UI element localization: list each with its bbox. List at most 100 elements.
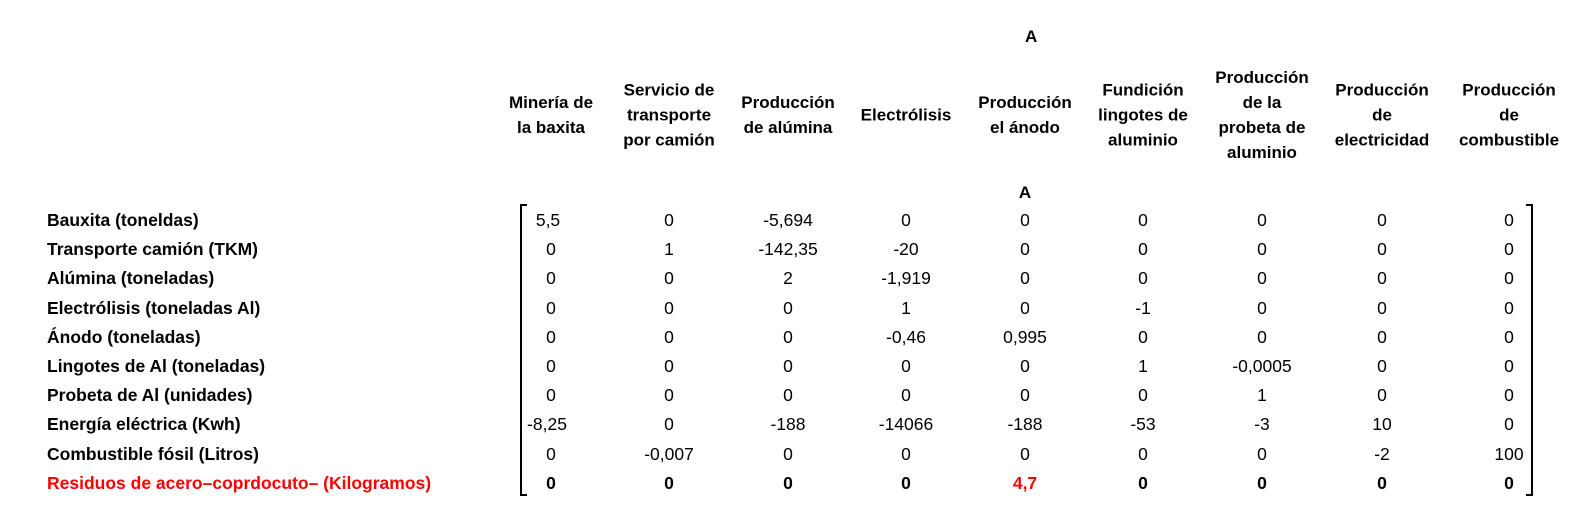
row-label: Residuos de acero–coprdocuto– (Kilogramo… bbox=[47, 472, 432, 493]
matrix-cell: 0 bbox=[1377, 297, 1387, 318]
column-header: Electrólisis bbox=[860, 105, 952, 125]
matrix-cell: -5,694 bbox=[763, 210, 813, 230]
matrix-cell: 0 bbox=[1257, 297, 1267, 318]
matrix-cell: 1 bbox=[664, 239, 674, 260]
matrix-cell: 0 bbox=[1257, 239, 1267, 260]
matrix-cell: 0 bbox=[1257, 443, 1267, 464]
matrix-subtitle: A bbox=[1018, 183, 1032, 202]
matrix-cell: 0 bbox=[546, 297, 556, 318]
matrix-cell: -8,25 bbox=[527, 414, 567, 435]
matrix-cell: 0 bbox=[1020, 385, 1030, 406]
matrix-cell: 0 bbox=[1377, 268, 1387, 289]
matrix-cell: 0 bbox=[1020, 443, 1030, 464]
matrix-cell: 0 bbox=[1020, 210, 1030, 230]
matrix-cell: 0 bbox=[901, 385, 911, 406]
matrix-cell: 0 bbox=[1138, 268, 1148, 289]
matrix-cell: 0 bbox=[1504, 472, 1514, 493]
row-label: Probeta de Al (unidades) bbox=[47, 385, 253, 406]
matrix-cell: 0 bbox=[1504, 385, 1514, 406]
column-header: Minería de la baxita bbox=[508, 93, 594, 137]
matrix-cell: 0 bbox=[1020, 268, 1030, 289]
matrix-cell: 0 bbox=[664, 356, 674, 376]
matrix-cell: -20 bbox=[893, 239, 919, 260]
matrix-cell: 0 bbox=[1020, 239, 1030, 260]
matrix-cell: 0 bbox=[664, 414, 674, 435]
matrix-cell: 0 bbox=[546, 385, 556, 406]
matrix-cell: 0 bbox=[1138, 326, 1148, 347]
matrix-cell: 0 bbox=[664, 385, 674, 406]
row-label: Lingotes de Al (toneladas) bbox=[47, 356, 266, 376]
column-header: Producción de la probeta de aluminio bbox=[1215, 68, 1309, 162]
matrix-right-bracket bbox=[1526, 204, 1533, 496]
matrix-cell: -2 bbox=[1374, 443, 1390, 464]
matrix-cell: 0 bbox=[1504, 297, 1514, 318]
matrix-cell: 0 bbox=[1377, 210, 1387, 230]
matrix-cell: 0 bbox=[1377, 239, 1387, 260]
matrix-cell: 0 bbox=[1377, 326, 1387, 347]
row-label: Alúmina (toneladas) bbox=[47, 268, 215, 289]
matrix-cell: 0 bbox=[1138, 472, 1148, 493]
matrix-cell: 0 bbox=[1504, 239, 1514, 260]
matrix-cell: 0 bbox=[664, 326, 674, 347]
matrix-cell: 1 bbox=[901, 297, 911, 318]
matrix-cell: 10 bbox=[1372, 414, 1392, 435]
matrix-cell: 0 bbox=[546, 268, 556, 289]
matrix-cell: 0 bbox=[546, 239, 556, 260]
column-header: Producción de alúmina bbox=[741, 93, 835, 137]
row-label: Combustible fósil (Litros) bbox=[47, 443, 259, 464]
matrix-cell: 0 bbox=[1020, 356, 1030, 376]
column-header: Producción de electricidad bbox=[1334, 80, 1430, 150]
matrix-cell: -0,007 bbox=[644, 443, 694, 464]
matrix-cell: 0 bbox=[1257, 210, 1267, 230]
matrix-cell: 0 bbox=[664, 472, 674, 493]
matrix-cell: -14066 bbox=[878, 414, 934, 435]
matrix-cell: 0 bbox=[901, 443, 911, 464]
matrix-cell: 0 bbox=[546, 443, 556, 464]
row-label: Transporte camión (TKM) bbox=[47, 239, 258, 260]
matrix-cell: -0,0005 bbox=[1232, 356, 1292, 376]
matrix-cell: 0 bbox=[1257, 268, 1267, 289]
matrix-cell: -1,919 bbox=[881, 268, 931, 289]
matrix-cell: -53 bbox=[1130, 414, 1156, 435]
matrix-cell: 0 bbox=[546, 356, 556, 376]
matrix-cell: 0 bbox=[1020, 297, 1030, 318]
matrix-cell: -1 bbox=[1135, 297, 1151, 318]
matrix-cell: -188 bbox=[1007, 414, 1043, 435]
matrix-cell: 0 bbox=[783, 472, 793, 493]
row-label: Electrólisis (toneladas Al) bbox=[47, 297, 261, 318]
matrix-cell: 0 bbox=[1504, 268, 1514, 289]
matrix-cell: 0 bbox=[1504, 414, 1514, 435]
matrix-cell: 0 bbox=[546, 326, 556, 347]
matrix-cell: 0 bbox=[664, 268, 674, 289]
matrix-cell: 0 bbox=[546, 472, 556, 493]
matrix-cell: 0 bbox=[1504, 356, 1514, 376]
matrix-cell: 0 bbox=[783, 356, 793, 376]
matrix-cell: 0 bbox=[1377, 472, 1387, 493]
matrix-cell: -3 bbox=[1254, 414, 1270, 435]
matrix-left-bracket bbox=[520, 204, 527, 496]
matrix-cell: 0 bbox=[664, 210, 674, 230]
matrix-cell: 0 bbox=[1138, 385, 1148, 406]
matrix-cell: 1 bbox=[1138, 356, 1148, 376]
column-header: Servicio de transporte por camión bbox=[623, 80, 715, 150]
matrix-cell: 0 bbox=[901, 356, 911, 376]
matrix-cell: 0 bbox=[1504, 326, 1514, 347]
column-header: Producción de combustible bbox=[1458, 80, 1560, 150]
matrix-cell: 0 bbox=[783, 443, 793, 464]
column-header: Fundición lingotes de aluminio bbox=[1098, 80, 1188, 150]
matrix-cell: 0 bbox=[1138, 443, 1148, 464]
matrix-cell: 0 bbox=[1504, 210, 1514, 230]
matrix-cell: 0,995 bbox=[1003, 326, 1047, 347]
column-header: Producción el ánodo bbox=[978, 93, 1072, 137]
matrix-cell: 0 bbox=[1377, 356, 1387, 376]
matrix-cell: 5,5 bbox=[535, 210, 561, 230]
matrix-cell: 0 bbox=[664, 297, 674, 318]
matrix-cell: 1 bbox=[1257, 385, 1267, 406]
matrix-cell: -188 bbox=[770, 414, 806, 435]
matrix-cell: 4,7 bbox=[1012, 472, 1038, 493]
matrix-cell: 0 bbox=[1377, 385, 1387, 406]
matrix-cell: 2 bbox=[783, 268, 793, 289]
matrix-cell: -0,46 bbox=[886, 326, 926, 347]
matrix-cell: 0 bbox=[901, 210, 911, 230]
matrix-cell: 0 bbox=[1138, 210, 1148, 230]
